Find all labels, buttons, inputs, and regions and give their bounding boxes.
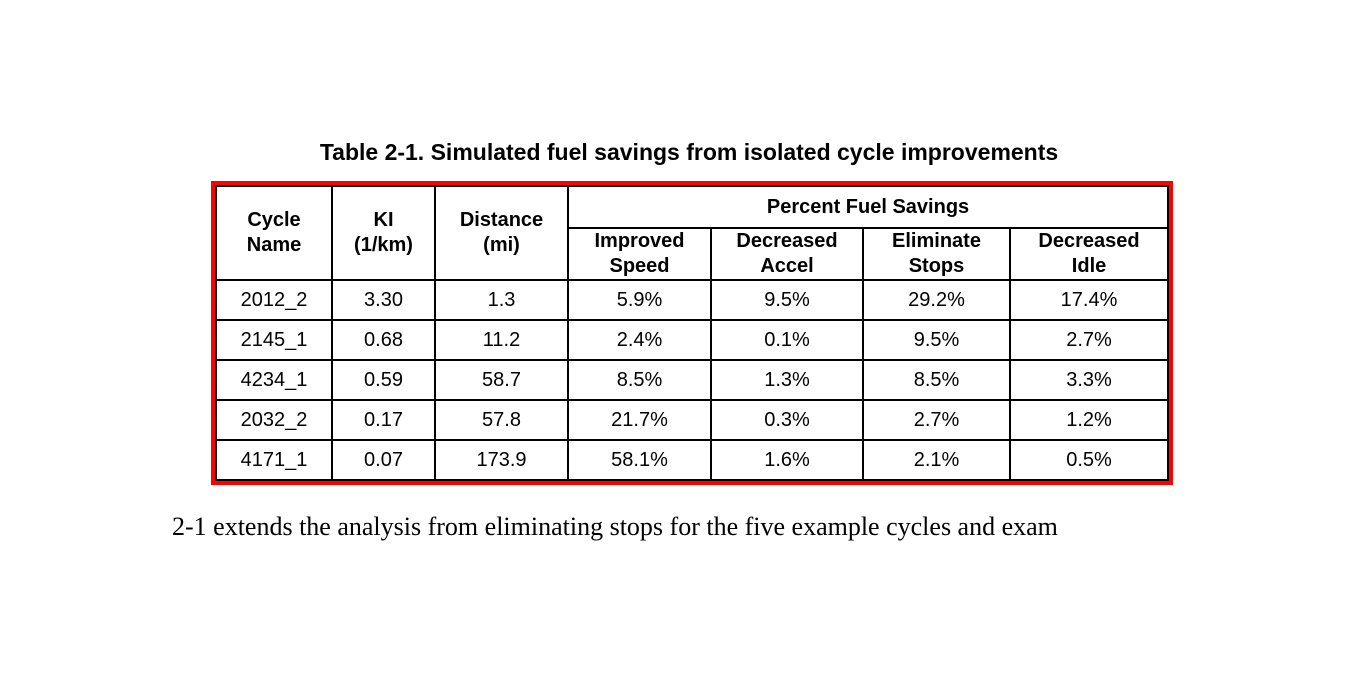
header-row-sub: Improved Speed Decreased Accel Eliminate… [216,227,1170,281]
cell-decreased-accel: 1.6% [710,439,864,481]
table-row: 4234_1 0.59 58.7 8.5% 1.3% 8.5% 3.3% [215,359,1170,401]
cell-eliminate-stops: 9.5% [862,319,1011,361]
header-row-group: Cycle Name KI (1/km) Distance (mi) Perce… [215,185,1170,281]
table-row: 2012_2 3.30 1.3 5.9% 9.5% 29.2% 17.4% [215,279,1170,321]
cell-distance: 57.8 [434,399,569,441]
cell-eliminate-stops: 2.1% [862,439,1011,481]
cell-decreased-accel: 0.1% [710,319,864,361]
cell-cycle-name: 4234_1 [215,359,333,401]
cell-ki: 0.07 [331,439,436,481]
cell-decreased-idle: 0.5% [1008,439,1170,481]
table-red-frame: Cycle Name KI (1/km) Distance (mi) Perce… [211,181,1174,485]
col-header-improved-speed: Improved Speed [567,227,712,281]
col-header-decreased-accel: Decreased Accel [710,227,864,281]
col-header-ki: KI (1/km) [331,185,436,281]
cell-distance: 1.3 [434,279,569,321]
cell-eliminate-stops: 2.7% [862,399,1011,441]
cell-improved-speed: 58.1% [567,439,712,481]
fuel-savings-table: Cycle Name KI (1/km) Distance (mi) Perce… [215,185,1170,481]
cell-improved-speed: 5.9% [567,279,712,321]
cell-ki: 0.68 [331,319,436,361]
table-row: 4171_1 0.07 173.9 58.1% 1.6% 2.1% 0.5% [215,439,1170,481]
cell-decreased-accel: 9.5% [710,279,864,321]
cell-ki: 3.30 [331,279,436,321]
cell-decreased-idle: 1.2% [1008,399,1170,441]
cell-ki: 0.59 [331,359,436,401]
col-header-distance: Distance (mi) [434,185,569,281]
cell-improved-speed: 2.4% [567,319,712,361]
cell-distance: 11.2 [434,319,569,361]
col-header-decreased-idle: Decreased Idle [1008,227,1170,281]
cell-improved-speed: 21.7% [567,399,712,441]
cell-ki: 0.17 [331,399,436,441]
cell-decreased-accel: 1.3% [710,359,864,401]
cell-decreased-idle: 17.4% [1008,279,1170,321]
table-caption: Table 2-1. Simulated fuel savings from i… [319,139,1059,165]
cell-cycle-name: 4171_1 [215,439,333,481]
cell-eliminate-stops: 8.5% [862,359,1011,401]
body-text-line: 2-1 extends the analysis from eliminatin… [172,512,1058,541]
cell-decreased-idle: 3.3% [1008,359,1170,401]
col-header-eliminate-stops: Eliminate Stops [862,227,1011,281]
cell-cycle-name: 2032_2 [215,399,333,441]
cell-cycle-name: 2012_2 [215,279,333,321]
cell-distance: 173.9 [434,439,569,481]
cell-distance: 58.7 [434,359,569,401]
group-header-percent-fuel-savings: Percent Fuel Savings [566,185,1170,229]
cell-cycle-name: 2145_1 [215,319,333,361]
cell-decreased-accel: 0.3% [710,399,864,441]
table-row: 2145_1 0.68 11.2 2.4% 0.1% 9.5% 2.7% [215,319,1170,361]
cell-improved-speed: 8.5% [567,359,712,401]
cell-eliminate-stops: 29.2% [862,279,1011,321]
table-row: 2032_2 0.17 57.8 21.7% 0.3% 2.7% 1.2% [215,399,1170,441]
col-header-cycle-name: Cycle Name [215,185,333,281]
cell-decreased-idle: 2.7% [1008,319,1170,361]
